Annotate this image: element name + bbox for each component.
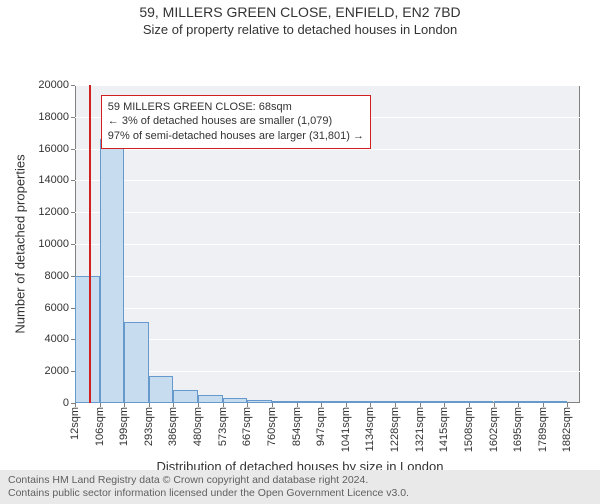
property-marker-line [89, 85, 91, 403]
y-tick-label: 18000 [38, 111, 75, 123]
x-tick-label: 1602sqm [488, 407, 500, 452]
histogram-bar [223, 398, 248, 403]
footer-line: Contains HM Land Registry data © Crown c… [8, 474, 592, 487]
y-tick-label: 14000 [38, 174, 75, 186]
gridline [75, 403, 580, 404]
x-tick-label: 1321sqm [414, 407, 426, 452]
x-tick-label: 106sqm [94, 407, 106, 446]
x-tick-label: 1882sqm [561, 407, 573, 452]
histogram-bar [543, 401, 568, 403]
histogram-bar [272, 401, 297, 403]
histogram-chart: 0200040006000800010000120001400016000180… [0, 37, 600, 457]
histogram-bar [297, 401, 322, 403]
x-tick-label: 293sqm [143, 407, 155, 446]
x-tick-label: 12sqm [69, 407, 81, 440]
x-tick-label: 1695sqm [512, 407, 524, 452]
x-tick-label: 386sqm [167, 407, 179, 446]
annotation-line: 97% of semi-detached houses are larger (… [108, 129, 364, 144]
histogram-bar [149, 376, 174, 403]
histogram-bar [469, 401, 494, 403]
histogram-bar [198, 395, 223, 403]
x-tick-label: 667sqm [241, 407, 253, 446]
gridline [75, 180, 580, 181]
annotation-line: 59 MILLERS GREEN CLOSE: 68sqm [108, 100, 364, 115]
x-tick-label: 480sqm [192, 407, 204, 446]
page-subtitle: Size of property relative to detached ho… [0, 22, 600, 37]
x-tick-label: 1789sqm [537, 407, 549, 452]
gridline [75, 371, 580, 372]
gridline [75, 212, 580, 213]
histogram-bar [124, 322, 149, 403]
attribution-footer: Contains HM Land Registry data © Crown c… [0, 470, 600, 504]
x-tick-label: 947sqm [315, 407, 327, 446]
annotation-line: ← 3% of detached houses are smaller (1,0… [108, 114, 364, 129]
histogram-bar [420, 401, 445, 403]
y-tick-label: 12000 [38, 206, 75, 218]
y-tick-label: 10000 [38, 238, 75, 250]
x-tick-label: 1415sqm [438, 407, 450, 452]
histogram-bar [173, 390, 198, 403]
page-title: 59, MILLERS GREEN CLOSE, ENFIELD, EN2 7B… [0, 4, 600, 20]
gridline [75, 244, 580, 245]
x-tick-label: 573sqm [217, 407, 229, 446]
histogram-bar [395, 401, 420, 403]
footer-line: Contains public sector information licen… [8, 487, 592, 500]
histogram-bar [100, 139, 125, 403]
gridline [75, 308, 580, 309]
y-tick-label: 4000 [45, 333, 75, 345]
y-tick-label: 6000 [45, 302, 75, 314]
gridline [75, 85, 580, 86]
y-tick-label: 16000 [38, 143, 75, 155]
annotation-box: 59 MILLERS GREEN CLOSE: 68sqm← 3% of det… [101, 95, 371, 150]
histogram-bar [444, 401, 469, 403]
y-tick-label: 2000 [45, 365, 75, 377]
histogram-bar [518, 401, 543, 403]
gridline [75, 339, 580, 340]
x-tick-label: 1228sqm [389, 407, 401, 452]
x-tick-label: 1041sqm [340, 407, 352, 452]
y-tick-label: 20000 [38, 79, 75, 91]
x-tick-label: 1508sqm [463, 407, 475, 452]
histogram-bar [370, 401, 395, 403]
histogram-bar [321, 401, 346, 403]
histogram-bar [494, 401, 519, 403]
x-tick-label: 854sqm [291, 407, 303, 446]
y-axis-title: Number of detached properties [13, 154, 28, 333]
x-tick-label: 199sqm [118, 407, 130, 446]
histogram-bar [247, 400, 272, 403]
histogram-bar [346, 401, 371, 403]
y-tick-label: 8000 [45, 270, 75, 282]
plot-area: 0200040006000800010000120001400016000180… [75, 85, 580, 403]
x-tick-label: 760sqm [266, 407, 278, 446]
gridline [75, 276, 580, 277]
x-tick-label: 1134sqm [364, 407, 376, 451]
histogram-bar [75, 276, 100, 403]
